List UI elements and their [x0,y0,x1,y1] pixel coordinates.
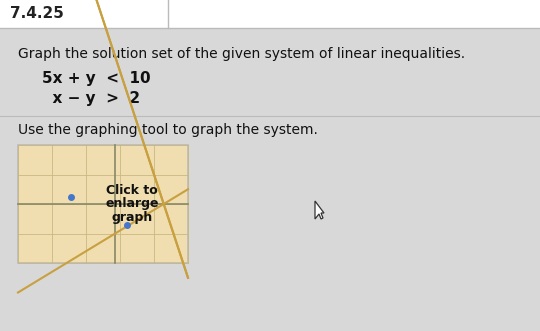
Text: 5x + y  <  10: 5x + y < 10 [42,71,151,86]
FancyBboxPatch shape [0,0,540,28]
Text: Click to: Click to [106,184,158,198]
Text: Graph the solution set of the given system of linear inequalities.: Graph the solution set of the given syst… [18,47,465,61]
FancyBboxPatch shape [18,145,188,263]
Text: enlarge: enlarge [105,198,159,211]
Text: x − y  >  2: x − y > 2 [42,91,140,107]
Text: 7.4.25: 7.4.25 [10,7,64,22]
Text: Use the graphing tool to graph the system.: Use the graphing tool to graph the syste… [18,123,318,137]
Polygon shape [315,201,324,219]
Text: graph: graph [111,211,152,223]
